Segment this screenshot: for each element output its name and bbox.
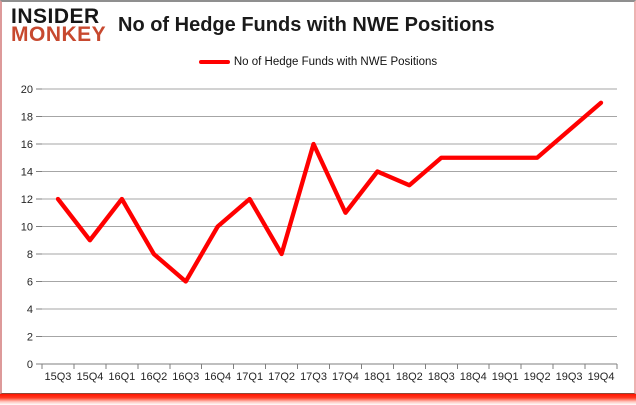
x-tick-label: 18Q4 (460, 371, 487, 383)
chart-title: No of Hedge Funds with NWE Positions (118, 14, 495, 36)
legend-label: No of Hedge Funds with NWE Positions (233, 56, 438, 68)
series-line (55, 100, 604, 284)
x-tick-label: 19Q1 (492, 371, 519, 383)
x-tick-label: 19Q3 (556, 371, 583, 383)
x-tick-label: 17Q2 (268, 371, 295, 383)
x-tick-label: 17Q1 (236, 371, 263, 383)
y-tick-label: 18 (21, 112, 33, 124)
bottom-red-glow (0, 394, 636, 405)
y-tick-label: 8 (27, 249, 33, 261)
x-tick-label: 19Q2 (524, 371, 551, 383)
chart-card: INSIDER MONKEY No of Hedge Funds with NW… (0, 0, 636, 394)
y-tick-label: 12 (21, 194, 33, 206)
logo-text-monkey: MONKEY (11, 23, 107, 47)
y-tick-label: 0 (27, 359, 33, 371)
x-tick-label: 19Q4 (588, 371, 615, 383)
y-tick-label: 16 (21, 139, 33, 151)
y-tick-label: 20 (21, 84, 33, 96)
y-tick-label: 4 (27, 304, 33, 316)
logo-text-insider: INSIDER (11, 5, 100, 28)
y-tick-label: 14 (21, 167, 33, 179)
x-tick-label: 17Q3 (300, 371, 327, 383)
x-tick-label: 18Q3 (428, 371, 455, 383)
y-tick-label: 10 (21, 222, 33, 234)
legend: No of Hedge Funds with NWE Positions (2, 56, 634, 68)
x-tick-label: 16Q4 (204, 371, 231, 383)
x-tick-label: 15Q3 (45, 371, 72, 383)
x-tick-label: 16Q2 (140, 371, 167, 383)
x-tick-label: 18Q2 (396, 371, 423, 383)
x-tick-label: 16Q1 (108, 371, 135, 383)
y-tick-label: 6 (27, 277, 33, 289)
x-tick-label: 17Q4 (332, 371, 359, 383)
x-tick-label: 16Q3 (172, 371, 199, 383)
x-tick-label: 15Q4 (76, 371, 103, 383)
insider-monkey-logo: INSIDER MONKEY (11, 5, 107, 47)
legend-line-swatch (198, 60, 230, 64)
y-tick-label: 2 (27, 332, 33, 344)
line-chart-canvas: 0 2 4 6 8 10 12 14 16 18 20 15Q3 15Q4 16Q1 16Q2 16Q3 16Q… (21, 84, 618, 383)
x-tick-label: 18Q1 (364, 371, 391, 383)
